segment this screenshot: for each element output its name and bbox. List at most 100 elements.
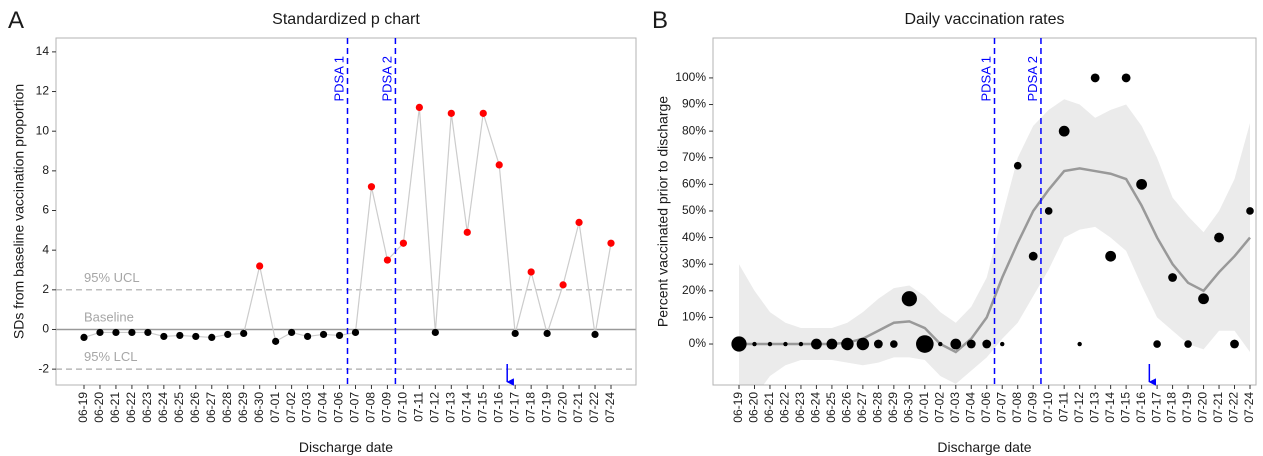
data-point (319, 330, 328, 339)
data-point (890, 340, 898, 348)
x-tick-label: 07-24 (1242, 392, 1256, 423)
x-tick-label: 07-19 (539, 392, 553, 423)
x-tick-label: 07-02 (932, 392, 946, 423)
data-point (144, 328, 152, 337)
x-tick-label: 06-26 (840, 392, 854, 423)
y-tick-label: 20% (682, 283, 706, 297)
x-tick-label: 06-29 (236, 392, 250, 423)
reference-label: 95% LCL (84, 349, 137, 364)
data-point (783, 341, 788, 347)
data-point (431, 328, 439, 337)
y-axis-title: Percent vaccinated prior to discharge (655, 96, 671, 327)
x-axis-title: Discharge date (937, 439, 1031, 455)
x-tick-label: 07-18 (523, 392, 537, 423)
x-tick-label: 07-13 (443, 392, 457, 423)
data-point (415, 103, 423, 111)
x-tick-label: 07-04 (963, 392, 977, 423)
x-tick-label: 06-25 (172, 392, 186, 423)
y-tick-label: 4 (42, 242, 49, 256)
x-tick-label: 07-07 (994, 392, 1008, 423)
y-tick-label: 0 (42, 322, 49, 336)
data-point (1000, 341, 1005, 347)
data-point (811, 338, 822, 350)
plot-area (56, 103, 636, 370)
y-tick-label: 8 (42, 163, 49, 177)
x-tick-label: 07-15 (475, 392, 489, 423)
intervention-label: PDSA 1 (979, 56, 994, 102)
x-tick-label: 07-03 (300, 392, 314, 423)
data-point (208, 333, 216, 342)
x-tick-label: 06-20 (92, 392, 106, 423)
data-point (841, 337, 854, 351)
x-tick-label: 07-11 (1056, 392, 1070, 422)
x-tick-label: 06-23 (140, 392, 154, 423)
x-tick-label: 06-23 (793, 392, 807, 423)
data-point (272, 337, 280, 345)
y-tick-label: 40% (682, 230, 706, 244)
x-tick-label: 06-24 (156, 392, 170, 423)
x-tick-label: 07-07 (348, 392, 362, 423)
x-tick-label: 07-10 (396, 392, 410, 423)
data-point (1230, 339, 1239, 349)
y-tick-label: 6 (42, 203, 49, 217)
data-point (399, 239, 407, 247)
y-tick-label: 60% (682, 177, 706, 191)
data-point (447, 109, 455, 117)
y-tick-label: 100% (675, 70, 706, 84)
x-tick-label: 06-28 (871, 392, 885, 423)
x-tick-label: 06-30 (252, 392, 266, 423)
data-point (256, 262, 264, 270)
x-tick-label: 07-20 (555, 392, 569, 423)
data-point (559, 281, 567, 289)
data-point (1028, 251, 1038, 261)
x-tick-label: 07-20 (1196, 392, 1210, 423)
data-point (1058, 125, 1070, 137)
data-point (1198, 293, 1209, 305)
y-tick-label: 50% (682, 203, 706, 217)
data-point (367, 183, 376, 191)
data-point (224, 330, 232, 339)
x-tick-label: 06-27 (204, 392, 218, 423)
data-point (966, 339, 976, 349)
x-tick-label: 07-17 (507, 392, 521, 423)
x-tick-label: 07-12 (428, 392, 442, 423)
data-point (826, 338, 838, 350)
x-tick-label: 06-19 (731, 392, 745, 423)
y-tick-label: 80% (682, 123, 706, 137)
x-tick-label: 07-09 (380, 392, 394, 423)
x-tick-label: 06-21 (762, 392, 776, 423)
data-point (463, 228, 471, 236)
data-point (112, 328, 120, 337)
x-tick-label: 06-19 (76, 392, 90, 423)
reference-label: 95% UCL (84, 270, 140, 285)
y-tick-label: 10% (682, 310, 706, 324)
y-tick-label: -2 (38, 361, 49, 375)
y-tick-label: 70% (682, 150, 706, 164)
x-tick-label: 07-06 (332, 392, 346, 423)
y-tick-label: 14 (36, 44, 50, 58)
data-point (543, 329, 551, 338)
data-point (288, 328, 296, 337)
x-tick-label: 06-24 (809, 392, 823, 423)
data-point (1153, 340, 1161, 348)
x-tick-label: 06-28 (220, 392, 234, 423)
x-tick-label: 07-19 (1180, 392, 1194, 423)
smooth-line (739, 167, 1251, 354)
data-point (607, 239, 615, 247)
x-tick-label: 07-14 (459, 392, 473, 423)
data-point (80, 333, 88, 342)
data-point (351, 328, 360, 337)
x-tick-label: 07-11 (412, 392, 426, 422)
x-tick-label: 07-12 (1072, 392, 1086, 423)
x-tick-label: 07-09 (1025, 392, 1039, 423)
data-point (495, 161, 503, 169)
x-tick-label: 06-22 (124, 392, 138, 423)
data-point (591, 330, 599, 339)
x-tick-label: 07-04 (316, 392, 330, 423)
x-tick-label: 07-15 (1118, 392, 1132, 423)
data-point (479, 109, 487, 117)
chart-title: Daily vaccination rates (904, 11, 1064, 28)
chart-title: Standardized p chart (272, 11, 420, 28)
data-point (176, 331, 184, 340)
data-point (873, 339, 883, 349)
